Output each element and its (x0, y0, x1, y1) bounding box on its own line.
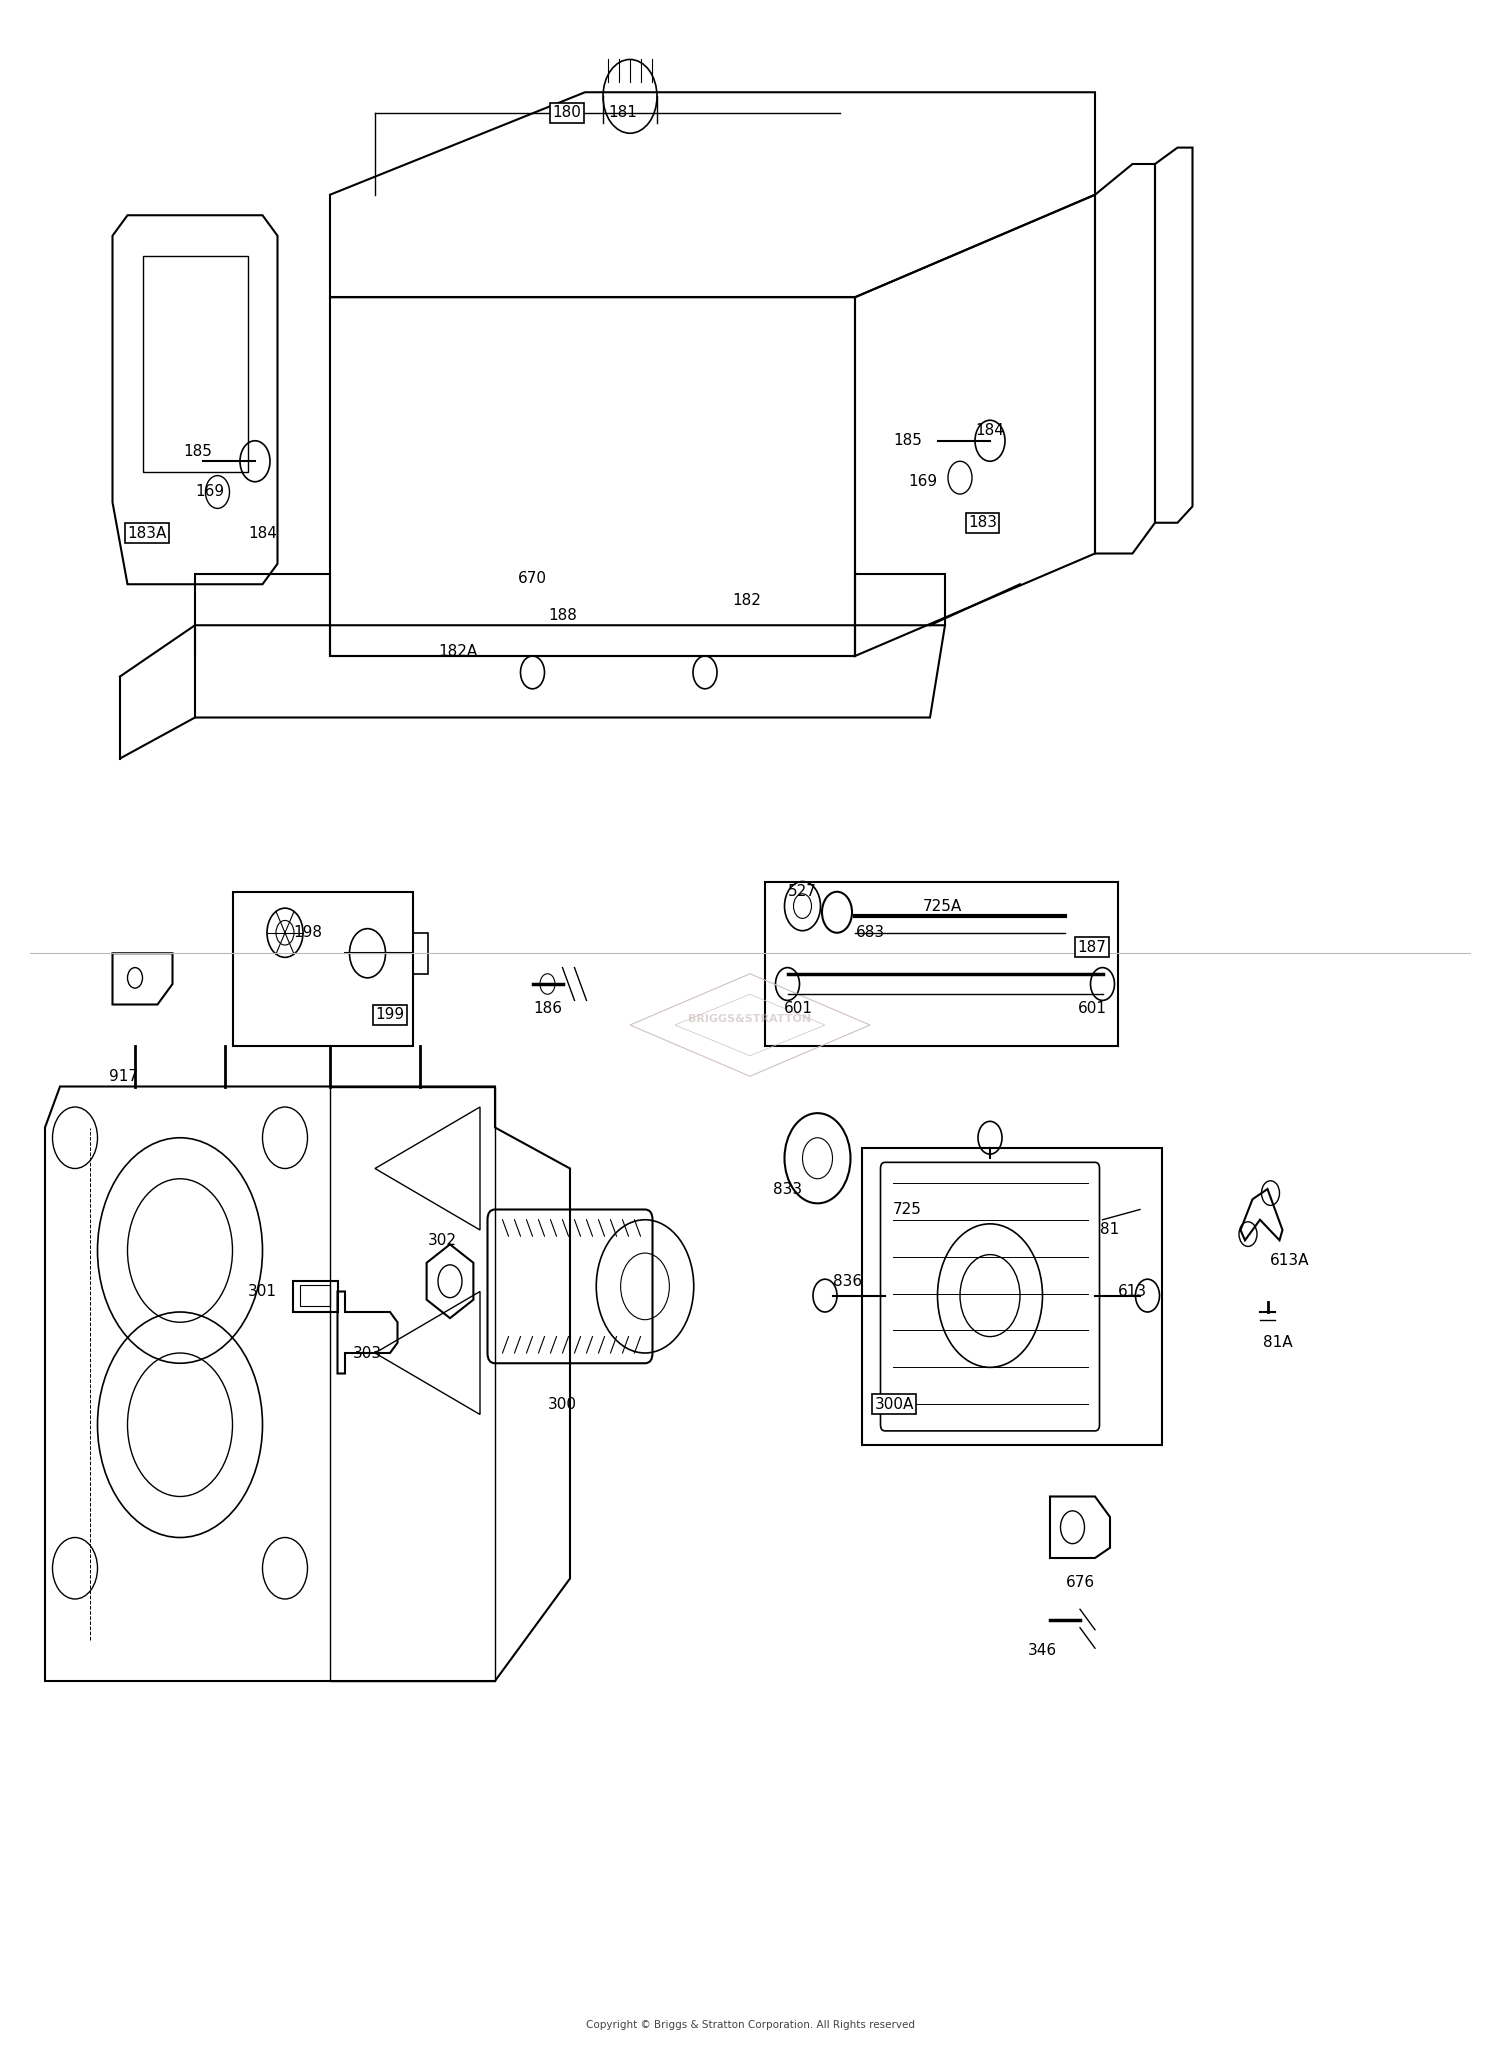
Text: 670: 670 (518, 570, 548, 586)
Text: 185: 185 (183, 443, 213, 459)
Text: 184: 184 (975, 422, 1005, 439)
Text: 184: 184 (248, 525, 278, 541)
Text: 613: 613 (1118, 1283, 1148, 1300)
Text: 676: 676 (1065, 1574, 1095, 1591)
Text: 81: 81 (1101, 1222, 1119, 1238)
Text: 198: 198 (292, 925, 322, 941)
Text: 303: 303 (352, 1345, 382, 1361)
Text: 182: 182 (732, 592, 762, 609)
Text: 183A: 183A (128, 525, 166, 541)
Text: 81A: 81A (1263, 1335, 1293, 1351)
Text: 601: 601 (783, 1000, 813, 1017)
Text: 725A: 725A (922, 898, 962, 914)
Text: 601: 601 (1077, 1000, 1107, 1017)
Text: 185: 185 (892, 433, 922, 449)
Text: 180: 180 (552, 105, 582, 121)
Text: 346: 346 (1028, 1642, 1057, 1658)
Text: 527: 527 (788, 884, 818, 900)
Text: Copyright © Briggs & Stratton Corporation. All Rights reserved: Copyright © Briggs & Stratton Corporatio… (585, 2021, 915, 2030)
Text: 188: 188 (548, 607, 578, 623)
Text: 683: 683 (855, 925, 885, 941)
Text: 187: 187 (1077, 939, 1107, 955)
Text: 836: 836 (833, 1273, 862, 1289)
Text: 169: 169 (908, 474, 938, 490)
Text: 613A: 613A (1270, 1253, 1310, 1269)
Text: 725: 725 (892, 1201, 922, 1218)
Text: 199: 199 (375, 1007, 405, 1023)
Text: 833: 833 (772, 1181, 802, 1197)
Text: 302: 302 (427, 1232, 458, 1248)
Text: BRIGGS&STRATTON: BRIGGS&STRATTON (688, 1015, 812, 1023)
Text: 183: 183 (968, 515, 998, 531)
Text: 301: 301 (248, 1283, 278, 1300)
Text: 169: 169 (195, 484, 225, 500)
Text: 917: 917 (108, 1068, 138, 1084)
Circle shape (540, 974, 555, 994)
Text: 182A: 182A (438, 644, 477, 660)
Text: 186: 186 (532, 1000, 562, 1017)
Text: 181: 181 (608, 105, 638, 121)
Text: 300: 300 (548, 1396, 578, 1412)
Text: 300A: 300A (874, 1396, 914, 1412)
